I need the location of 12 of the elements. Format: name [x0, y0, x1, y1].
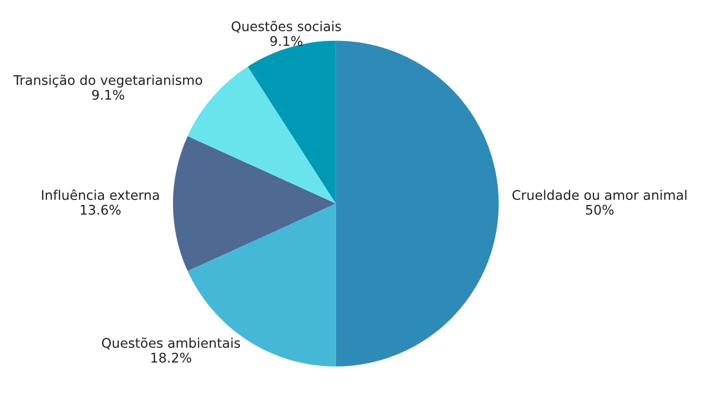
- slice-label: Questões ambientais: [102, 337, 240, 350]
- data-label: 9.1%: [270, 36, 302, 46]
- data-label: 50%: [586, 204, 614, 215]
- data-label: 18.2%: [151, 352, 192, 363]
- slice-label: Questões sociais: [232, 20, 341, 33]
- slice-label: Crueldade ou amor animal: [512, 190, 686, 200]
- data-label: 9.1%: [92, 90, 124, 100]
- slice-label: Influência externa: [42, 189, 159, 200]
- pie-slice: [173, 136, 336, 272]
- pie-slice: [336, 40, 499, 366]
- data-label: 13.6%: [80, 204, 121, 215]
- slice-label: Transição do vegetarianismo: [13, 74, 202, 88]
